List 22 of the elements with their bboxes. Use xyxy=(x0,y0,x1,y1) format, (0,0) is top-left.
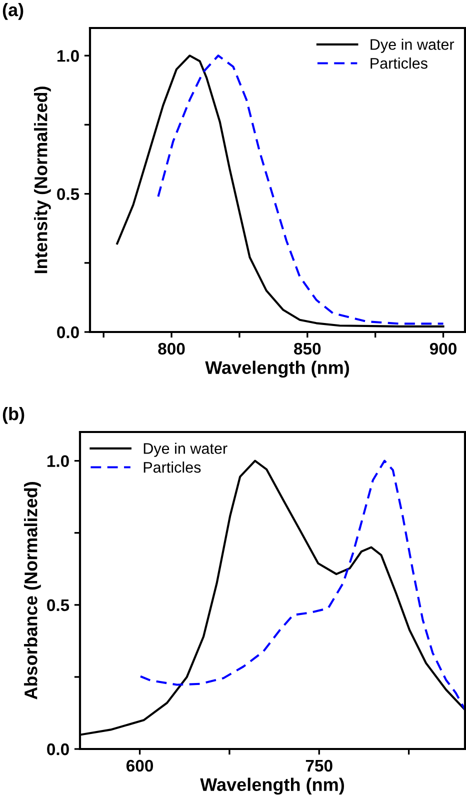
x-tick-label: 750 xyxy=(306,760,332,772)
x-axis-title: Wavelength (nm) xyxy=(205,360,349,378)
legend-label: Dye in water xyxy=(144,442,228,457)
x-tick-label: 850 xyxy=(294,342,321,355)
x-tick-label: 600 xyxy=(126,760,154,772)
y-tick-label: 0.0 xyxy=(57,326,79,338)
legend-label: Particles xyxy=(144,462,201,473)
y-tick-label: 1.0 xyxy=(47,455,69,468)
y-axis-title: Absorbance (Normalized) xyxy=(24,482,41,700)
chart-title: (b) xyxy=(2,407,24,424)
x-tick-label: 800 xyxy=(158,342,185,355)
y-tick-label: 0.0 xyxy=(47,743,69,756)
x-tick-label: 900 xyxy=(430,342,456,355)
legend-label: Particles xyxy=(370,58,428,69)
y-tick-label: 1.0 xyxy=(57,50,79,62)
y-axis-title: Intensity (Normalized) xyxy=(34,86,51,274)
line-series xyxy=(139,460,465,711)
y-tick-label: 0.5 xyxy=(57,188,80,200)
chart-title: (a) xyxy=(2,3,24,20)
x-axis-title: Wavelength (nm) xyxy=(200,778,344,795)
y-tick-label: 0.5 xyxy=(47,599,70,612)
legend-label: Dye in water xyxy=(370,38,454,53)
